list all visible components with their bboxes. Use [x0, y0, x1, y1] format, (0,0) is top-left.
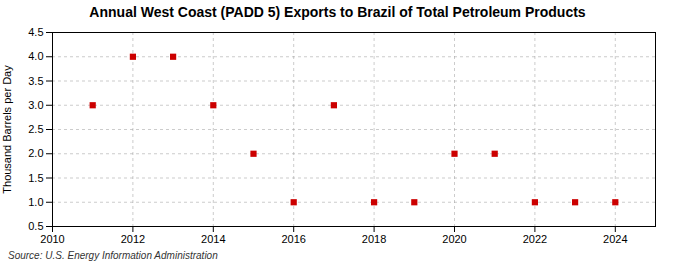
svg-text:2014: 2014 [201, 233, 225, 245]
svg-text:2020: 2020 [442, 233, 466, 245]
svg-text:2016: 2016 [281, 233, 305, 245]
svg-text:3.0: 3.0 [28, 99, 43, 111]
html-text:Annual West Coast (PADD 5) Exp: Annual West Coast (PADD 5) Exports to Br… [89, 4, 586, 20]
svg-text:2010: 2010 [40, 233, 64, 245]
svg-text:1.5: 1.5 [28, 172, 43, 184]
svg-text:4.0: 4.0 [28, 50, 43, 62]
svg-text:2.5: 2.5 [28, 123, 43, 135]
svg-text:2024: 2024 [603, 233, 627, 245]
svg-text:2022: 2022 [523, 233, 547, 245]
svg-text:3.5: 3.5 [28, 75, 43, 87]
svg-text:2018: 2018 [362, 233, 386, 245]
html-text:Source: U.S. Energy Informatio: Source: U.S. Energy Information Administ… [8, 250, 218, 261]
svg-text:2012: 2012 [121, 233, 145, 245]
svg-text:Thousand Barrels per Day: Thousand Barrels per Day [1, 65, 13, 194]
svg-text:0.5: 0.5 [28, 220, 43, 232]
svg-text:1.0: 1.0 [28, 196, 43, 208]
svg-text:2.0: 2.0 [28, 147, 43, 159]
svg-text:4.5: 4.5 [28, 26, 43, 38]
